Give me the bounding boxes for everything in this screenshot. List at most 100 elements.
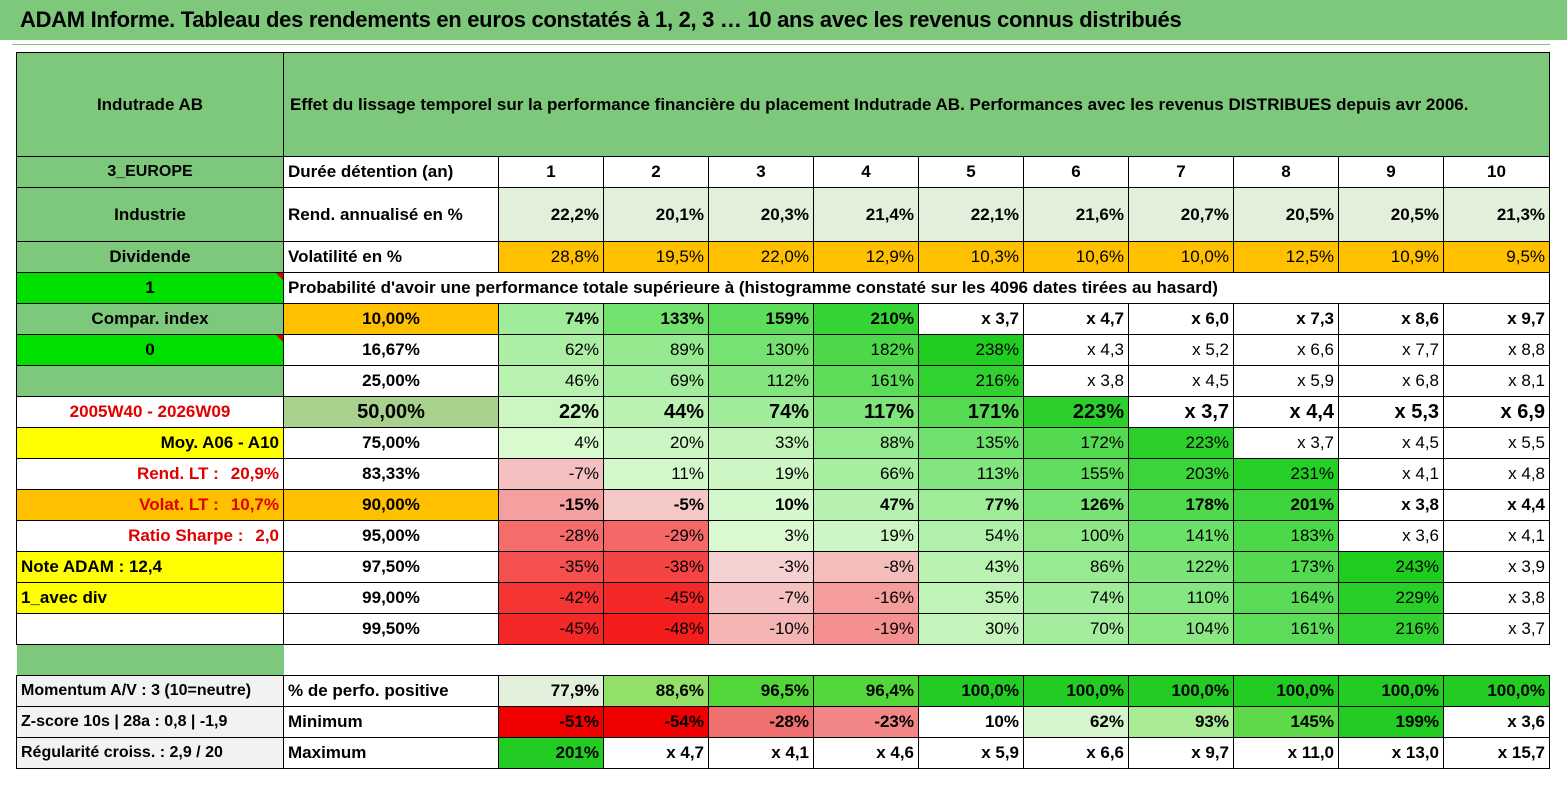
duree-label: Durée détention (an): [283, 156, 499, 188]
prob-cell: x 4,1: [1338, 458, 1444, 490]
type-label: Dividende: [16, 241, 284, 273]
prob-cell: x 3,9: [1442, 551, 1551, 583]
prob-cell: x 4,7: [1023, 303, 1129, 335]
prob-cell: 3%: [708, 520, 814, 552]
prob-cell: x 4,1: [1442, 520, 1551, 552]
prob-cell: x 5,5: [1442, 427, 1551, 459]
perf-pos-cell: 100,0%: [1023, 675, 1129, 707]
minimum-cell: -54%: [603, 706, 709, 738]
perf-pos-cell: 96,4%: [813, 675, 919, 707]
vol-label: Volatilité en %: [283, 241, 499, 273]
prob-cell: 231%: [1233, 458, 1339, 490]
years-row: 3_EUROPE Durée détention (an) 1 2 3 4 5 …: [16, 156, 1551, 188]
zscore-label: Z-score 10s | 28a : 0,8 | -1,9: [16, 706, 284, 738]
prob-cell: 104%: [1128, 613, 1234, 645]
perf-pos-cell: 88,6%: [603, 675, 709, 707]
prob-cell: 46%: [498, 365, 604, 397]
maximum-row: Régularité croiss. : 2,9 / 20 Maximum 20…: [16, 737, 1551, 769]
performance-table: Indutrade AB Effet du lissage temporel s…: [16, 52, 1551, 769]
prob-cell: 173%: [1233, 551, 1339, 583]
prob-cell: 43%: [918, 551, 1024, 583]
company-name: Indutrade AB: [16, 52, 284, 157]
vol-cell: 28,8%: [498, 241, 604, 273]
moy-label: Moy. A06 - A10: [16, 427, 284, 459]
threshold-label: 50,00%: [283, 396, 499, 428]
maximum-cell: 201%: [498, 737, 604, 769]
note-adam-label: Note ADAM : 12,4: [16, 551, 284, 583]
prob-cell: x 7,3: [1233, 303, 1339, 335]
year-header: 6: [1023, 156, 1129, 188]
header-row: Indutrade AB Effet du lissage temporel s…: [16, 52, 1551, 157]
proba-caption-row: 1 Probabilité d'avoir une performance to…: [16, 272, 1551, 304]
rend-cell: 21,4%: [813, 187, 919, 242]
year-header: 5: [918, 156, 1024, 188]
prob-cell: 88%: [813, 427, 919, 459]
maximum-label: Maximum: [283, 737, 499, 769]
prob-cell: x 3,7: [918, 303, 1024, 335]
prob-cell: 117%: [813, 396, 919, 428]
threshold-label: 95,00%: [283, 520, 499, 552]
compar-index-label: Compar. index: [16, 303, 284, 335]
prob-cell: x 4,3: [1023, 334, 1129, 366]
prob-cell: x 4,4: [1442, 489, 1551, 521]
prob-cell: 74%: [708, 396, 814, 428]
prob-cell: 11%: [603, 458, 709, 490]
spacer-row: [16, 644, 1550, 676]
prob-cell: 20%: [603, 427, 709, 459]
probability-row: Moy. A06 - A10 75,00% 4% 20% 33% 88% 135% 172% 2…: [16, 427, 1551, 459]
prob-cell: x 5,9: [1233, 365, 1339, 397]
prob-cell: 19%: [708, 458, 814, 490]
prob-cell: -28%: [498, 520, 604, 552]
prob-cell: -10%: [708, 613, 814, 645]
flag-zero-cell[interactable]: 0: [16, 334, 284, 366]
minimum-cell: -51%: [498, 706, 604, 738]
maximum-cell: x 11,0: [1233, 737, 1339, 769]
regularite-label: Régularité croiss. : 2,9 / 20: [16, 737, 284, 769]
prob-cell: x 6,6: [1233, 334, 1339, 366]
probability-row: 2005W40 - 2026W09 50,00% 22% 44% 74% 117% 171%…: [16, 396, 1551, 428]
prob-cell: 126%: [1023, 489, 1129, 521]
rend-cell: 20,1%: [603, 187, 709, 242]
threshold-label: 97,50%: [283, 551, 499, 583]
prob-cell: 243%: [1338, 551, 1444, 583]
period-label: 2005W40 - 2026W09: [16, 396, 284, 428]
prob-cell: 182%: [813, 334, 919, 366]
prob-cell: 10%: [708, 489, 814, 521]
prob-cell: 86%: [1023, 551, 1129, 583]
year-header: 1: [498, 156, 604, 188]
prob-cell: 183%: [1233, 520, 1339, 552]
prob-cell: -45%: [603, 582, 709, 614]
prob-cell: -7%: [498, 458, 604, 490]
prob-cell: 47%: [813, 489, 919, 521]
rend-cell: 22,2%: [498, 187, 604, 242]
prob-cell: -3%: [708, 551, 814, 583]
threshold-label: 16,67%: [283, 334, 499, 366]
prob-cell: 54%: [918, 520, 1024, 552]
vol-cell: 12,5%: [1233, 241, 1339, 273]
threshold-label: 75,00%: [283, 427, 499, 459]
sharpe-label: Ratio Sharpe :: [128, 526, 244, 545]
spacer-empty: [284, 645, 1550, 676]
prob-cell: 229%: [1338, 582, 1444, 614]
prob-cell: 66%: [813, 458, 919, 490]
sector-label: Industrie: [16, 187, 284, 242]
minimum-cell: 93%: [1128, 706, 1234, 738]
prob-cell: 35%: [918, 582, 1024, 614]
prob-cell: -29%: [603, 520, 709, 552]
probability-row: 25,00% 46% 69% 112% 161% 216% x 3,8 x 4,5 x 5,9 x…: [16, 365, 1551, 397]
prob-cell: 201%: [1233, 489, 1339, 521]
prob-cell: 19%: [813, 520, 919, 552]
flag-one-cell[interactable]: 1: [16, 272, 284, 304]
prob-cell: -16%: [813, 582, 919, 614]
maximum-cell: x 15,7: [1442, 737, 1551, 769]
prob-cell: -42%: [498, 582, 604, 614]
rend-cell: 20,3%: [708, 187, 814, 242]
rend-cell: 21,3%: [1442, 187, 1551, 242]
prob-cell: -35%: [498, 551, 604, 583]
prob-cell: 4%: [498, 427, 604, 459]
probability-rows: Compar. index 10,00% 74% 133% 159% 210% x 3,7 x…: [16, 303, 1551, 645]
maximum-cell: x 6,6: [1023, 737, 1129, 769]
volat-lt: Volat. LT : 10,7%: [16, 489, 284, 521]
maximum-cell: x 5,9: [918, 737, 1024, 769]
threshold-label: 99,50%: [283, 613, 499, 645]
